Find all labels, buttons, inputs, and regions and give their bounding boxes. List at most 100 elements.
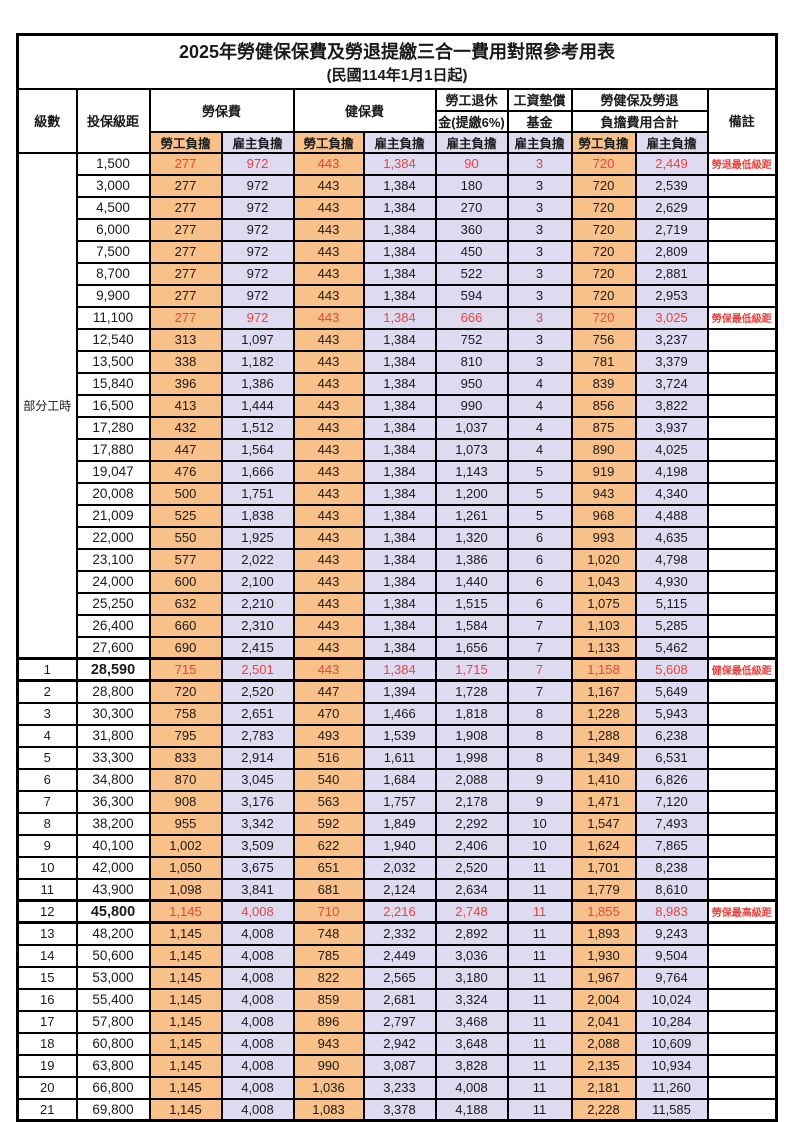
cell-salary-bracket: 12,540 bbox=[75, 327, 151, 352]
cell-pension-employer: 594 bbox=[434, 283, 509, 308]
cell-level: 3 bbox=[16, 701, 78, 726]
cell-pension-employer: 270 bbox=[434, 195, 509, 220]
cell-remark bbox=[706, 1053, 778, 1078]
cell-health-employer: 1,384 bbox=[362, 437, 437, 462]
cell-salary-bracket: 55,400 bbox=[75, 987, 151, 1012]
cell-total-employer: 4,635 bbox=[634, 525, 709, 550]
cell-total-employee: 919 bbox=[570, 459, 637, 484]
cell-level: 4 bbox=[16, 723, 78, 748]
cell-health-employee: 822 bbox=[292, 965, 365, 990]
cell-salary-bracket: 30,300 bbox=[75, 701, 151, 726]
table-row: 23,100 577 2,022 443 1,384 1,386 6 1,020 4,798 bbox=[18, 547, 778, 572]
table-row: 25,250 632 2,210 443 1,384 1,515 6 1,075 5,115 bbox=[18, 591, 778, 616]
cell-pension-employer: 1,261 bbox=[434, 503, 509, 528]
table-row: 22,000 550 1,925 443 1,384 1,320 6 993 4,635 bbox=[18, 525, 778, 550]
cell-labor-employer: 2,310 bbox=[220, 613, 295, 638]
cell-remark bbox=[706, 1097, 778, 1122]
cell-wage-fund-employer: 11 bbox=[506, 899, 573, 924]
cell-pension-employer: 810 bbox=[434, 349, 509, 374]
cell-labor-employer: 972 bbox=[220, 195, 295, 220]
cell-total-employer: 5,649 bbox=[634, 679, 709, 704]
cell-salary-bracket: 15,840 bbox=[75, 371, 151, 396]
cell-health-employer: 1,394 bbox=[362, 679, 437, 704]
cell-pension-employer: 2,406 bbox=[434, 833, 509, 858]
cell-wage-fund-employer: 11 bbox=[506, 1075, 573, 1100]
cell-remark bbox=[706, 459, 778, 484]
cell-labor-employee: 1,145 bbox=[148, 965, 223, 990]
table-row: 6 34,800 870 3,045 540 1,684 2,088 9 1,410 6,826 bbox=[16, 767, 778, 792]
cell-health-employer: 1,384 bbox=[362, 503, 437, 528]
cell-health-employee: 443 bbox=[292, 195, 365, 220]
cell-wage-fund-employer: 9 bbox=[506, 789, 573, 814]
cell-labor-employer: 4,008 bbox=[220, 1009, 295, 1034]
cell-salary-bracket: 43,900 bbox=[75, 877, 151, 902]
cell-pension-employer: 3,180 bbox=[434, 965, 509, 990]
cell-total-employee: 1,288 bbox=[570, 723, 637, 748]
cell-labor-employee: 600 bbox=[148, 569, 223, 594]
cell-labor-employee: 432 bbox=[148, 415, 223, 440]
cell-health-employee: 443 bbox=[292, 393, 365, 418]
cell-total-employee: 781 bbox=[570, 349, 637, 374]
cell-labor-employer: 3,675 bbox=[220, 855, 295, 880]
cell-pension-employer: 2,292 bbox=[434, 811, 509, 836]
cell-salary-bracket: 36,300 bbox=[75, 789, 151, 814]
cell-total-employee: 1,779 bbox=[570, 877, 637, 902]
cell-remark bbox=[706, 833, 778, 858]
cell-labor-employer: 4,008 bbox=[220, 965, 295, 990]
cell-wage-fund-employer: 8 bbox=[506, 723, 573, 748]
cell-salary-bracket: 50,600 bbox=[75, 943, 151, 968]
cell-wage-fund-employer: 5 bbox=[506, 481, 573, 506]
cell-pension-employer: 2,892 bbox=[434, 921, 509, 946]
cell-pension-employer: 1,200 bbox=[434, 481, 509, 506]
cell-total-employer: 11,585 bbox=[634, 1097, 709, 1122]
cell-labor-employee: 413 bbox=[148, 393, 223, 418]
cell-pension-employer: 1,998 bbox=[434, 745, 509, 770]
cell-pension-employer: 2,520 bbox=[434, 855, 509, 880]
table-row: 19 63,800 1,145 4,008 990 3,087 3,828 11 2,135 10… bbox=[16, 1053, 778, 1078]
cell-health-employee: 443 bbox=[292, 217, 365, 242]
cell-pension-employer: 3,324 bbox=[434, 987, 509, 1012]
cell-labor-employer: 1,444 bbox=[220, 393, 295, 418]
subheader-total-employee: 勞工負擔 bbox=[570, 130, 637, 154]
cell-labor-employee: 660 bbox=[148, 613, 223, 638]
cell-remark bbox=[706, 635, 778, 660]
cell-health-employer: 1,466 bbox=[362, 701, 437, 726]
cell-pension-employer: 990 bbox=[434, 393, 509, 418]
cell-labor-employee: 277 bbox=[148, 195, 223, 220]
cell-labor-employer: 4,008 bbox=[220, 943, 295, 968]
cell-level: 15 bbox=[16, 965, 78, 990]
cell-health-employee: 990 bbox=[292, 1053, 365, 1078]
cell-pension-employer: 3,648 bbox=[434, 1031, 509, 1056]
cell-labor-employee: 690 bbox=[148, 635, 223, 660]
cell-total-employer: 6,238 bbox=[634, 723, 709, 748]
cell-labor-employer: 972 bbox=[220, 305, 295, 330]
cell-salary-bracket: 42,000 bbox=[75, 855, 151, 880]
cell-salary-bracket: 17,280 bbox=[75, 415, 151, 440]
cell-labor-employer: 2,210 bbox=[220, 591, 295, 616]
table-row: 16 55,400 1,145 4,008 859 2,681 3,324 11 2,004 10… bbox=[16, 987, 778, 1012]
cell-health-employee: 1,083 bbox=[292, 1097, 365, 1122]
cell-labor-employee: 1,145 bbox=[148, 1009, 223, 1034]
cell-total-employer: 4,488 bbox=[634, 503, 709, 528]
subheader-health-employee: 勞工負擔 bbox=[292, 130, 365, 154]
cell-health-employee: 443 bbox=[292, 151, 365, 176]
cell-remark bbox=[706, 569, 778, 594]
cell-total-employee: 993 bbox=[570, 525, 637, 550]
cell-level: 8 bbox=[16, 811, 78, 836]
cell-remark: 勞保最低級距 bbox=[706, 305, 778, 330]
cell-health-employer: 1,384 bbox=[362, 459, 437, 484]
cell-pension-employer: 3,828 bbox=[434, 1053, 509, 1078]
cell-pension-employer: 1,440 bbox=[434, 569, 509, 594]
subheader-health-employer: 雇主負擔 bbox=[362, 130, 437, 154]
cell-pension-employer: 2,178 bbox=[434, 789, 509, 814]
cell-wage-fund-employer: 6 bbox=[506, 569, 573, 594]
cell-remark bbox=[706, 723, 778, 748]
cell-total-employee: 875 bbox=[570, 415, 637, 440]
cell-level: 18 bbox=[16, 1031, 78, 1056]
cell-health-employer: 1,384 bbox=[362, 217, 437, 242]
cell-labor-employer: 1,838 bbox=[220, 503, 295, 528]
cell-health-employee: 785 bbox=[292, 943, 365, 968]
cell-labor-employer: 4,008 bbox=[220, 899, 295, 924]
cell-health-employer: 1,384 bbox=[362, 261, 437, 286]
cell-wage-fund-employer: 7 bbox=[506, 679, 573, 704]
